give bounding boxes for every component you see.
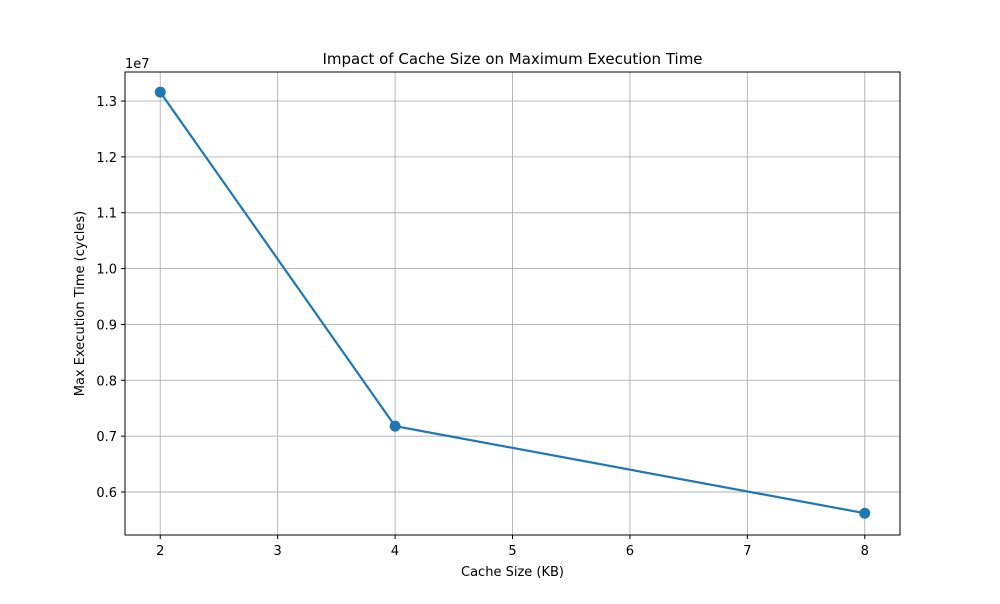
y-axis-label: Max Execution Time (cycles) — [73, 211, 88, 396]
series-layer — [154, 86, 871, 519]
x-tick-label: 7 — [743, 544, 751, 559]
data-point-marker — [154, 86, 166, 98]
y-tick-label: 1.2 — [96, 151, 117, 166]
x-tick-label: 2 — [156, 544, 164, 559]
x-tick-label: 3 — [274, 544, 282, 559]
x-tick-label: 6 — [626, 544, 634, 559]
y-axis-scale-offset: 1e7 — [125, 57, 150, 72]
y-tick-label: 1.1 — [96, 207, 117, 222]
data-point-marker — [389, 420, 401, 432]
y-tick-label: 0.7 — [96, 430, 117, 445]
x-tick-label: 5 — [508, 544, 516, 559]
chart-title: Impact of Cache Size on Maximum Executio… — [322, 50, 702, 68]
grid — [125, 72, 900, 535]
x-axis-label: Cache Size (KB) — [461, 565, 564, 580]
x-tick-label: 4 — [391, 544, 399, 559]
data-point-marker — [859, 507, 871, 519]
y-tick-label: 0.6 — [96, 486, 117, 501]
y-tick-label: 1.3 — [96, 95, 117, 110]
y-tick-label: 0.9 — [96, 318, 117, 333]
y-tick-label: 0.8 — [96, 374, 117, 389]
y-tick-label: 1.0 — [96, 263, 117, 278]
x-tick-label: 8 — [861, 544, 869, 559]
ticks: 2 3 4 5 6 7 8 0.6 0.7 0.8 0.9 1.0 1.1 1.2 1.3 — [96, 95, 869, 559]
